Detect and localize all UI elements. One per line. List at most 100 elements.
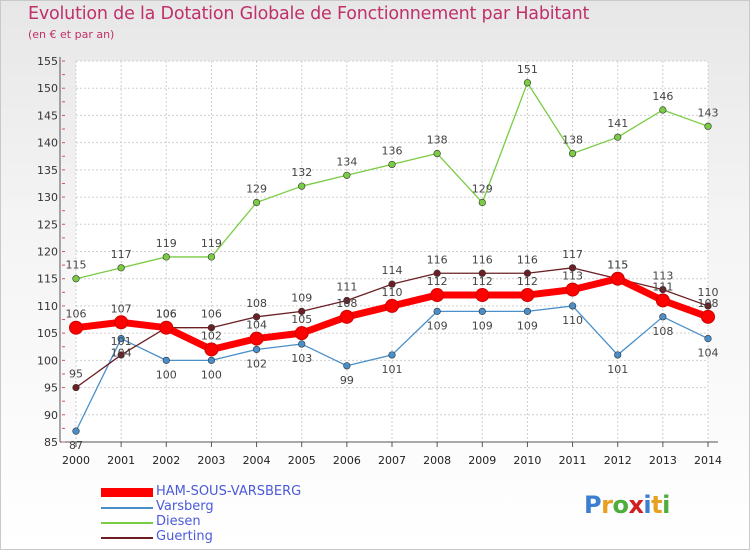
- x-tick-label: 2013: [649, 454, 677, 467]
- series-lines: [69, 79, 715, 435]
- axes: 85 90 95 100 105 110 115 120 125 130 135 140 145 150 1…: [37, 55, 722, 467]
- logo-letter: r: [601, 491, 613, 519]
- x-tick-label: 2009: [468, 454, 496, 467]
- data-label: 105: [291, 313, 312, 326]
- proxiti-logo: Proxiti: [584, 491, 670, 519]
- data-point: [478, 307, 486, 315]
- data-label: 114: [382, 264, 403, 277]
- data-point: [388, 351, 396, 359]
- data-point: [523, 269, 532, 277]
- data-point: [701, 309, 715, 324]
- data-point: [430, 288, 445, 303]
- data-label: 106: [156, 308, 177, 321]
- data-label: 112: [517, 275, 538, 288]
- data-point: [298, 340, 306, 348]
- data-label: 111: [652, 280, 673, 293]
- x-tick-label: 2000: [62, 454, 90, 467]
- data-label: 115: [66, 259, 87, 272]
- data-point: [523, 79, 532, 87]
- data-label: 103: [291, 352, 312, 365]
- x-tick-label: 2007: [378, 454, 406, 467]
- y-tick-label: 120: [37, 246, 58, 259]
- data-label: 119: [201, 237, 222, 250]
- data-point: [520, 288, 535, 303]
- x-tick-label: 2010: [513, 454, 541, 467]
- legend-swatch: [101, 522, 153, 524]
- data-point: [388, 160, 396, 169]
- y-tick-label: 95: [44, 382, 58, 395]
- data-label: 132: [291, 166, 312, 179]
- data-point: [704, 122, 712, 130]
- data-label: 129: [246, 183, 267, 196]
- data-label: 136: [382, 144, 403, 157]
- data-label: 116: [517, 253, 538, 266]
- legend-label: Varsberg: [156, 499, 214, 514]
- legend-label: HAM-SOUS-VARSBERG: [156, 484, 302, 499]
- data-point: [659, 313, 667, 321]
- data-label: 116: [472, 253, 493, 266]
- legend-swatch: [101, 537, 153, 539]
- y-tick-label: 105: [37, 327, 58, 340]
- data-point: [614, 133, 622, 141]
- grid: [75, 60, 709, 443]
- data-point: [72, 383, 80, 392]
- data-label: 108: [246, 297, 267, 310]
- logo-letter: i: [643, 491, 652, 519]
- y-tick-label: 110: [37, 300, 58, 313]
- data-point: [117, 264, 125, 272]
- x-tick-label: 2001: [107, 454, 135, 467]
- data-point: [252, 313, 261, 321]
- legend-label: Diesen: [156, 514, 201, 529]
- data-label: 100: [156, 368, 177, 381]
- x-tick-label: 2006: [333, 454, 361, 467]
- x-tick-label: 2005: [288, 454, 316, 467]
- y-tick-label: 115: [37, 273, 58, 286]
- data-label: 115: [607, 259, 628, 272]
- data-label: 104: [246, 319, 267, 332]
- data-label: 107: [111, 302, 132, 315]
- data-point: [117, 334, 125, 343]
- logo-letter: x: [628, 491, 644, 519]
- data-label: 116: [427, 253, 448, 266]
- data-label: 104: [698, 347, 719, 360]
- y-tick-label: 100: [37, 354, 58, 367]
- data-point: [385, 298, 399, 313]
- data-label: 106: [66, 308, 87, 321]
- data-label: 99: [340, 374, 354, 387]
- data-point: [298, 307, 306, 315]
- data-point: [659, 286, 667, 294]
- logo-letter: t: [651, 491, 663, 519]
- data-label: 102: [246, 357, 267, 370]
- data-label: 134: [336, 155, 357, 168]
- data-point: [252, 198, 261, 207]
- data-label: 109: [291, 291, 312, 304]
- data-point: [69, 320, 83, 335]
- data-label: 104: [111, 347, 132, 360]
- y-tick-label: 135: [37, 164, 58, 177]
- data-point: [478, 198, 486, 207]
- legend-label: Guerting: [156, 529, 213, 544]
- data-point: [339, 309, 354, 324]
- data-label: 143: [698, 106, 719, 119]
- logo-letter: P: [584, 491, 602, 519]
- data-point: [475, 288, 490, 303]
- data-label: 101: [607, 363, 628, 376]
- data-label: 106: [156, 308, 177, 321]
- y-tick-label: 145: [37, 109, 58, 122]
- data-label: 115: [607, 259, 628, 272]
- data-point: [159, 320, 174, 335]
- data-label: 110: [698, 286, 719, 299]
- data-point: [568, 264, 577, 272]
- y-tick-label: 85: [44, 436, 58, 449]
- data-label: 112: [472, 275, 493, 288]
- data-point: [655, 293, 670, 308]
- data-label: 138: [562, 134, 583, 147]
- data-point: [298, 182, 306, 190]
- data-label: 109: [517, 319, 538, 332]
- x-tick-label: 2008: [423, 454, 451, 467]
- data-point: [162, 253, 170, 261]
- data-point: [117, 351, 125, 359]
- legend-swatch: [101, 488, 153, 497]
